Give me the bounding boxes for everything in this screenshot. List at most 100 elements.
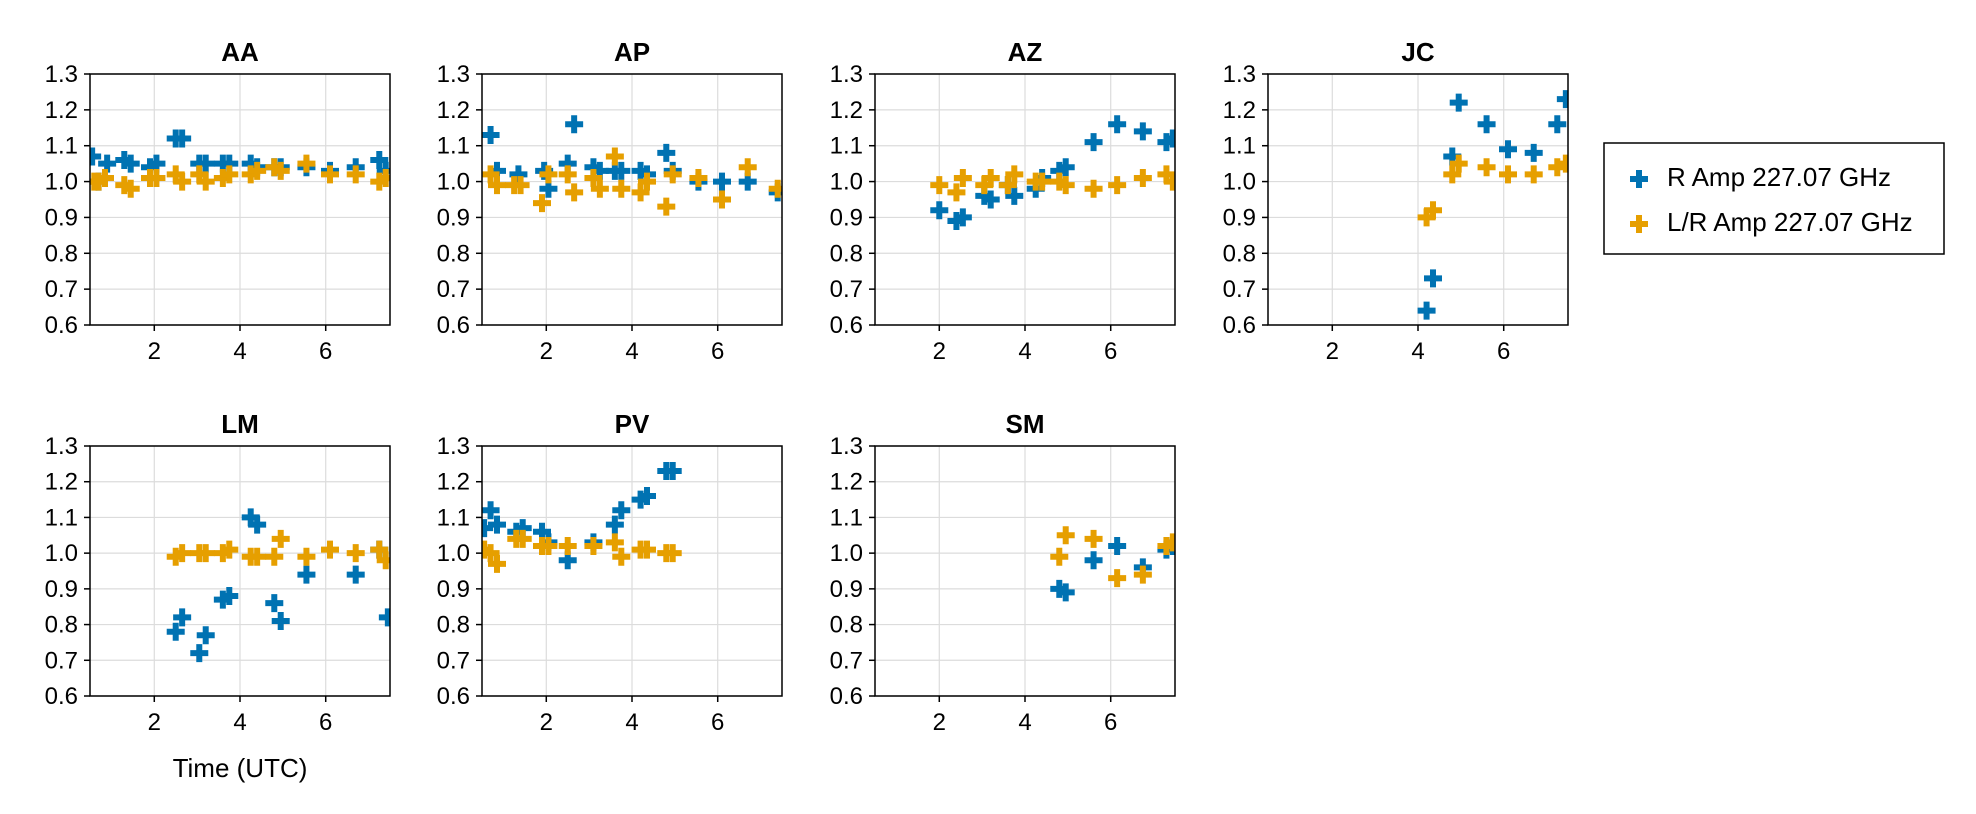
point-r-amp <box>378 608 390 627</box>
point-lr-amp <box>689 168 708 187</box>
point-lr-amp <box>265 158 284 177</box>
point-lr-amp <box>1056 526 1075 545</box>
point-r-amp <box>513 519 532 538</box>
point-lr-amp <box>590 179 609 198</box>
point-r-amp <box>241 508 260 527</box>
y-tick-label: 1.2 <box>830 97 863 124</box>
x-tick-label: 2 <box>148 338 161 365</box>
x-tick-label: 2 <box>933 338 946 365</box>
panel-jc: 2 4 6 0.6 0.7 0.8 0.9 1.0 1.1 1.2 1.3 JC <box>1223 37 1569 365</box>
y-tick-label: 0.7 <box>437 276 470 303</box>
point-r-amp <box>115 151 134 170</box>
point-lr-amp <box>190 165 209 184</box>
x-tick-label: 4 <box>233 338 246 365</box>
point-lr-amp <box>1133 565 1152 584</box>
point-lr-amp <box>533 194 551 213</box>
data-points <box>166 508 390 663</box>
point-r-amp <box>196 626 215 645</box>
point-lr-amp <box>1548 158 1567 177</box>
point-lr-amp <box>558 537 577 555</box>
point-r-amp <box>975 186 994 205</box>
y-tick-label: 0.7 <box>45 276 78 303</box>
point-r-amp <box>1157 133 1175 152</box>
point-lr-amp <box>196 544 215 563</box>
point-lr-amp <box>631 183 650 202</box>
point-lr-amp <box>1157 537 1175 555</box>
point-r-amp <box>98 154 117 173</box>
point-lr-amp <box>121 179 140 198</box>
point-lr-amp <box>173 544 192 563</box>
legend-marker-lr-amp <box>1630 215 1648 233</box>
point-lr-amp <box>1424 201 1442 220</box>
point-r-amp <box>953 208 972 227</box>
point-r-amp <box>713 172 731 191</box>
x-tick-label: 6 <box>711 709 724 736</box>
y-tick-label: 0.6 <box>1223 312 1256 339</box>
point-r-amp <box>297 565 316 584</box>
point-lr-amp <box>584 168 603 187</box>
point-r-amp <box>173 129 192 148</box>
point-lr-amp <box>1108 176 1127 195</box>
y-tick-label: 1.3 <box>830 433 863 460</box>
y-tick-label: 0.8 <box>830 240 863 267</box>
point-r-amp <box>90 147 102 166</box>
data-points <box>90 129 390 198</box>
x-tick-label: 6 <box>1497 338 1510 365</box>
legend-label-lr-amp: L/R Amp 227.07 GHz <box>1667 207 1913 237</box>
point-lr-amp <box>1084 179 1103 198</box>
x-tick-label: 2 <box>540 338 553 365</box>
y-tick-label: 0.9 <box>45 576 78 603</box>
y-tick-label: 0.6 <box>45 312 78 339</box>
point-lr-amp <box>1163 172 1175 191</box>
point-r-amp <box>265 594 284 613</box>
point-r-amp <box>612 161 631 180</box>
legend-item-r-amp: R Amp 227.07 GHz <box>1630 162 1891 192</box>
point-r-amp <box>509 165 528 184</box>
point-lr-amp <box>558 165 577 184</box>
point-lr-amp <box>321 165 339 184</box>
panel-title-az: AZ <box>1008 37 1043 67</box>
y-tick-label: 1.3 <box>45 433 78 460</box>
point-lr-amp <box>953 168 972 187</box>
panel-title-jc: JC <box>1401 37 1434 67</box>
point-r-amp <box>166 622 185 641</box>
point-r-amp <box>558 154 577 173</box>
point-r-amp <box>631 161 650 180</box>
point-r-amp <box>173 608 192 627</box>
point-lr-amp <box>513 529 532 548</box>
point-lr-amp <box>1443 165 1462 184</box>
point-lr-amp <box>271 529 290 548</box>
y-tick-label: 1.0 <box>830 540 863 567</box>
x-tick-label: 6 <box>1104 709 1117 736</box>
y-tick-label: 1.1 <box>830 504 863 531</box>
point-lr-amp <box>1157 165 1175 184</box>
y-tick-label: 0.8 <box>437 240 470 267</box>
point-lr-amp <box>1163 533 1175 552</box>
x-tick-label: 6 <box>1104 338 1117 365</box>
y-tick-label: 1.0 <box>830 169 863 196</box>
point-lr-amp <box>1050 172 1069 191</box>
x-tick-label: 2 <box>148 709 161 736</box>
point-lr-amp <box>1033 172 1052 191</box>
point-lr-amp <box>1133 168 1152 187</box>
x-tick-label: 4 <box>1018 709 1031 736</box>
point-r-amp <box>584 158 603 177</box>
point-r-amp <box>533 522 551 541</box>
y-tick-label: 0.7 <box>830 647 863 674</box>
point-r-amp <box>1108 537 1127 555</box>
point-lr-amp <box>196 172 215 191</box>
point-lr-amp <box>1050 547 1069 566</box>
point-r-amp <box>539 179 558 198</box>
point-lr-amp <box>1477 158 1496 177</box>
point-lr-amp <box>346 165 365 184</box>
point-lr-amp <box>1556 154 1568 173</box>
point-lr-amp <box>271 161 290 180</box>
point-r-amp <box>663 462 682 480</box>
point-r-amp <box>482 125 500 144</box>
y-tick-label: 0.6 <box>45 683 78 710</box>
y-tick-label: 0.6 <box>830 683 863 710</box>
data-points <box>482 462 682 573</box>
legend-box <box>1603 142 1945 255</box>
point-lr-amp <box>657 197 676 216</box>
